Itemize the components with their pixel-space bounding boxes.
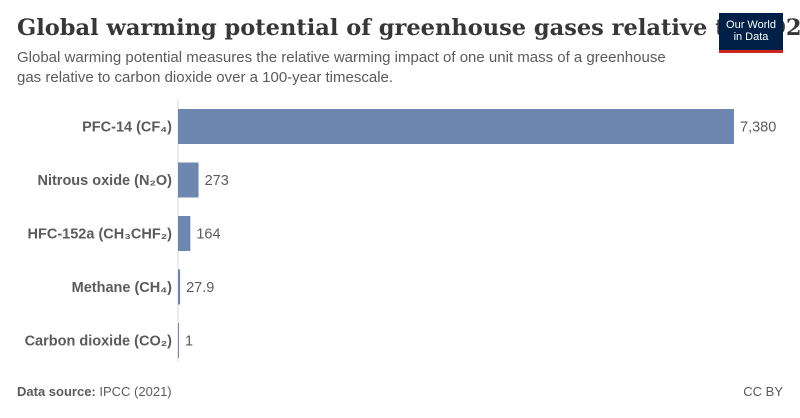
source-link[interactable]: IPCC (2021) [99,384,172,399]
value-label: 27.9 [186,280,214,296]
bar[interactable] [178,323,179,358]
value-label: 164 [196,227,220,243]
logo-line-1: Our World [726,19,776,31]
category-label: Carbon dioxide (CO₂) [25,334,173,350]
chart-subtitle: Global warming potential measures the re… [17,49,666,86]
value-label: 1 [185,334,193,350]
bar-chart: PFC-14 (CF₄) 7,380 Nitrous oxide (N₂O) 273 H… [25,99,776,362]
footer: Data source: IPCC (2021) CC BY [17,384,783,399]
bar[interactable] [178,216,191,251]
category-label: Methane (CH₄) [72,280,173,296]
source-label: Data source: [17,384,96,399]
logo-line-2: in Data [733,31,769,43]
bar[interactable] [178,162,199,198]
value-label: 7,380 [740,120,776,136]
value-label: 273 [205,173,229,189]
chart-title: Global warming potential of greenhouse g… [17,15,800,41]
license-link[interactable]: CC BY [743,384,783,399]
category-label: PFC-14 (CF₄) [82,120,172,136]
category-label: Nitrous oxide (N₂O) [37,173,172,189]
bar[interactable] [178,269,181,305]
category-label: HFC-152a (CH₃CHF₂) [28,227,173,243]
bar[interactable] [178,109,734,144]
owid-logo[interactable]: Our World in Data [719,13,783,53]
